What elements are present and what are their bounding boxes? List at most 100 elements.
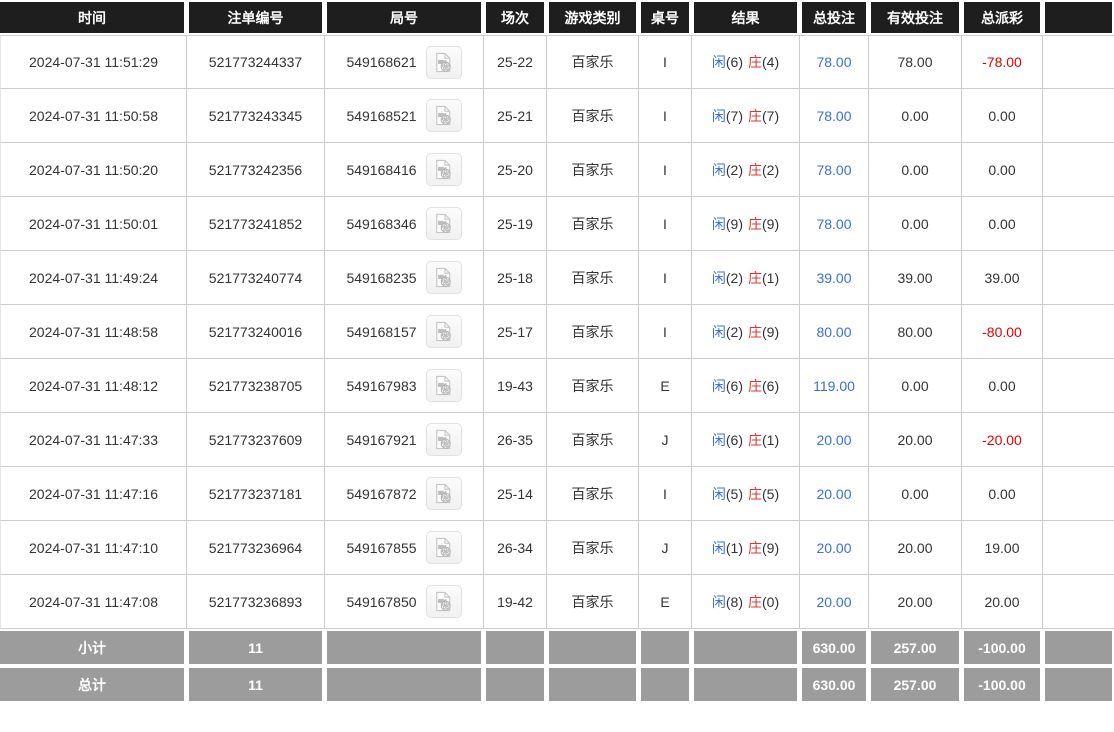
video-replay-button[interactable]	[425, 423, 462, 456]
banker-score: (1)	[762, 431, 780, 448]
total-bet-cell: 80.00	[799, 305, 868, 359]
film-document-icon	[432, 51, 455, 74]
round-cell: 549168621	[324, 35, 483, 89]
player-score: (6)	[725, 54, 743, 70]
session-cell: 19-43	[483, 359, 546, 413]
round-id: 549167983	[346, 377, 417, 394]
banker-label: 庄	[748, 539, 762, 556]
round-wrap: 549168346	[346, 207, 462, 240]
column-header-extra	[1042, 0, 1114, 35]
table-row: 2024-07-31 11:47:08 521773236893 549167850…	[0, 575, 1114, 629]
banker-score: (6)	[762, 377, 780, 394]
game-type-cell: 百家乐	[546, 359, 638, 413]
round-id: 549168621	[346, 54, 417, 70]
total-bet-cell: 119.00	[799, 359, 868, 413]
total-spacer	[483, 666, 546, 703]
game-type-cell: 百家乐	[546, 575, 638, 629]
video-replay-button[interactable]	[425, 261, 462, 294]
session-cell: 25-17	[483, 305, 546, 359]
round-cell: 549168521	[324, 89, 483, 143]
payout-cell: 20.00	[961, 575, 1042, 629]
round-wrap: 549167921	[346, 423, 462, 456]
video-replay-button[interactable]	[425, 369, 462, 402]
video-replay-button[interactable]	[425, 153, 462, 186]
bet-id-cell: 521773240774	[186, 251, 324, 305]
column-header-table-no: 桌号	[638, 0, 691, 35]
valid-bet-cell: 20.00	[868, 575, 961, 629]
banker-score: (0)	[762, 593, 780, 610]
player-label: 闲	[711, 323, 726, 340]
bet-id-cell: 521773236964	[186, 521, 324, 575]
video-replay-button[interactable]	[425, 477, 462, 510]
player-score: (7)	[725, 107, 743, 124]
time-cell: 2024-07-31 11:47:33	[0, 413, 186, 467]
payout-cell: 19.00	[961, 521, 1042, 575]
player-label: 闲	[711, 539, 726, 556]
player-score: (6)	[725, 377, 743, 394]
payout-cell: 0.00	[961, 143, 1042, 197]
time-cell: 2024-07-31 11:47:08	[0, 575, 186, 629]
round-cell: 549168346	[324, 197, 483, 251]
round-id: 549168416	[346, 161, 417, 178]
total-bet-cell: 20.00	[799, 575, 868, 629]
table-no-cell: I	[638, 251, 691, 305]
film-document-icon	[432, 374, 455, 397]
video-replay-button[interactable]	[425, 531, 462, 564]
table-no-cell: E	[638, 575, 691, 629]
table-row: 2024-07-31 11:50:01 521773241852 549168346…	[0, 197, 1114, 251]
subtotal-payout: -100.00	[961, 629, 1042, 666]
table-row: 2024-07-31 11:49:24 521773240774 549168235…	[0, 251, 1114, 305]
total-spacer	[324, 666, 483, 703]
session-cell: 19-42	[483, 575, 546, 629]
video-replay-button[interactable]	[425, 315, 462, 348]
payout-cell: 0.00	[961, 467, 1042, 521]
result-cell: 闲 (6) 庄 (6)	[691, 359, 799, 413]
extra-cell	[1042, 143, 1114, 197]
total-bet-cell: 78.00	[799, 197, 868, 251]
round-cell: 549167855	[324, 521, 483, 575]
game-type-cell: 百家乐	[546, 35, 638, 89]
player-label: 闲	[711, 269, 726, 286]
game-type-cell: 百家乐	[546, 521, 638, 575]
round-wrap: 549167850	[346, 585, 462, 618]
game-type-cell: 百家乐	[546, 143, 638, 197]
subtotal-spacer	[546, 629, 638, 666]
table-no-cell: I	[638, 143, 691, 197]
table-row: 2024-07-31 11:47:33 521773237609 549167921…	[0, 413, 1114, 467]
film-document-icon	[432, 212, 455, 235]
extra-cell	[1042, 35, 1114, 89]
valid-bet-cell: 20.00	[868, 521, 961, 575]
session-cell: 26-35	[483, 413, 546, 467]
table-row: 2024-07-31 11:48:12 521773238705 549167983…	[0, 359, 1114, 413]
valid-bet-cell: 0.00	[868, 197, 961, 251]
table-no-cell: E	[638, 359, 691, 413]
video-replay-button[interactable]	[425, 45, 462, 79]
player-score: (2)	[725, 323, 743, 340]
result-cell: 闲 (1) 庄 (9)	[691, 521, 799, 575]
time-cell: 2024-07-31 11:50:20	[0, 143, 186, 197]
video-replay-button[interactable]	[425, 207, 462, 240]
column-header-game-type: 游戏类别	[546, 0, 638, 35]
banker-label: 庄	[748, 54, 762, 70]
time-cell: 2024-07-31 11:48:58	[0, 305, 186, 359]
time-cell: 2024-07-31 11:51:29	[0, 35, 186, 89]
round-wrap: 549167872	[346, 477, 462, 510]
round-cell: 549168416	[324, 143, 483, 197]
bet-id-cell: 521773238705	[186, 359, 324, 413]
banker-label: 庄	[748, 215, 762, 232]
valid-bet-cell: 0.00	[868, 143, 961, 197]
total-bet-cell: 78.00	[799, 35, 868, 89]
game-type-cell: 百家乐	[546, 251, 638, 305]
result-cell: 闲 (7) 庄 (7)	[691, 89, 799, 143]
game-type-cell: 百家乐	[546, 413, 638, 467]
column-header-result: 结果	[691, 0, 799, 35]
banker-label: 庄	[748, 161, 762, 178]
player-label: 闲	[711, 593, 726, 610]
subtotal-count: 11	[186, 629, 324, 666]
round-id: 549167855	[346, 539, 417, 556]
film-document-icon	[432, 536, 455, 559]
session-cell: 25-14	[483, 467, 546, 521]
video-replay-button[interactable]	[425, 99, 462, 132]
subtotal-spacer	[691, 629, 799, 666]
video-replay-button[interactable]	[425, 585, 462, 618]
